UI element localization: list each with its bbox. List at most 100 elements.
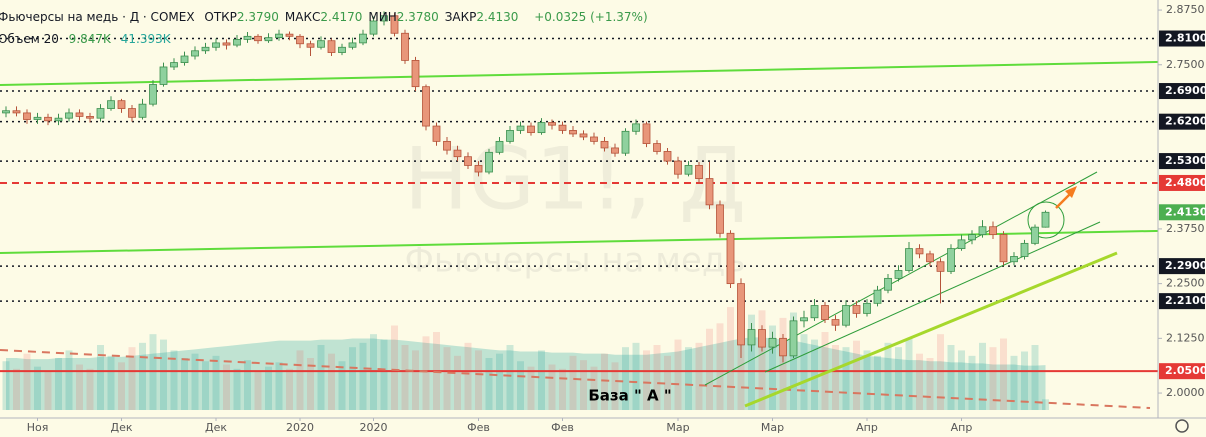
volume-bar [968, 355, 976, 410]
legend-row: Фьючерсы на медь · Д · COMEX ОТКР2.3790 М… [0, 6, 654, 28]
candle-body [905, 248, 913, 271]
volume-bar [685, 347, 692, 410]
candle-body [12, 110, 21, 114]
candle-body [915, 248, 924, 255]
legend-row: Объем 20 9.847K 41.393K [0, 28, 654, 50]
volume-bar [65, 350, 73, 410]
candle-body [338, 46, 346, 53]
levels-layer [0, 37, 1158, 373]
candle-body [716, 204, 724, 234]
level-label-bg [1159, 258, 1205, 275]
candle-body [54, 117, 63, 122]
volume-bar [905, 338, 913, 410]
x-tick-label: 2020 [360, 421, 388, 434]
level-label-bg [1159, 293, 1205, 310]
volume-bar [538, 350, 545, 410]
volume-bar [275, 362, 283, 410]
candle-body [117, 100, 126, 109]
candle-body [747, 329, 756, 346]
candle-body [201, 46, 210, 52]
symbol: Фьючерсы на медь · Д · COMEX [0, 10, 195, 24]
volume-bar [233, 368, 241, 410]
candle-body [537, 122, 546, 134]
volume-bar [34, 366, 41, 410]
candle-body [821, 305, 829, 320]
level-label: 2.2900 [1165, 259, 1206, 272]
candle-body [957, 239, 966, 250]
volume-bar [727, 307, 734, 410]
volume-bar [118, 362, 125, 410]
candle-body [1041, 211, 1050, 228]
x-tick-label: Фев [467, 421, 490, 434]
candle-body [516, 125, 525, 131]
candle-body [44, 116, 52, 122]
candle-body [380, 15, 388, 22]
trend-line [0, 60, 1206, 86]
volume-bar [139, 342, 146, 410]
candle-body [831, 319, 840, 326]
ohlc-value: 2.3790 [236, 10, 279, 24]
candle-body [842, 305, 850, 326]
channel-line [764, 221, 1101, 373]
volume-bar [506, 345, 514, 410]
settings-icon[interactable] [1175, 419, 1189, 433]
candle-body [947, 248, 955, 272]
candle-body [180, 55, 189, 63]
level-label: 2.0500 [1165, 364, 1206, 377]
candle-body [852, 305, 861, 314]
volume-bar [832, 345, 839, 410]
candle-body [611, 147, 619, 154]
candle-body [558, 124, 567, 131]
candle-body [674, 160, 682, 175]
ohlc-value: 2.4170 [320, 10, 363, 24]
volume-bar [391, 325, 398, 410]
candle-body [149, 84, 157, 105]
volume-bar [13, 368, 20, 410]
candle-body [138, 103, 147, 118]
candle-body [86, 116, 94, 119]
volume-bar [643, 350, 650, 410]
volume-title: Объем 20 [0, 32, 59, 46]
volume-bar [328, 353, 335, 410]
level-label-bg [1159, 83, 1205, 100]
volume-bar [128, 347, 136, 410]
volume-bar [517, 361, 524, 410]
candle-body [894, 270, 903, 279]
volume-bar [191, 353, 199, 410]
candle-body [96, 108, 105, 119]
level-label: 2.8100 [1165, 32, 1206, 45]
candle-body [443, 140, 451, 151]
x-tick-label: Апр [856, 421, 878, 434]
x-tick-label: 2020 [286, 421, 314, 434]
trend-line [0, 229, 1206, 254]
volume-bar [338, 361, 346, 410]
candle-body [1020, 242, 1029, 257]
candle-body [33, 116, 42, 120]
y-tick-label: 2.0000 [1166, 386, 1205, 399]
volume-bar [86, 368, 94, 410]
volume-bar [349, 347, 356, 410]
candles-layer [2, 11, 1050, 363]
volume-bar [569, 355, 577, 410]
volume-bar [1042, 399, 1049, 410]
volume-bar [254, 372, 262, 410]
volume-bar [286, 368, 293, 410]
candle-body [348, 42, 357, 48]
volume-bar [23, 353, 31, 410]
candle-body [212, 42, 220, 48]
candle-body [621, 130, 630, 154]
level-label: 2.6900 [1165, 84, 1206, 97]
level-label-bg [1159, 30, 1205, 47]
support-line [744, 251, 1118, 408]
volume-bar [874, 355, 881, 410]
watermark-symbol: HG1!, Д [404, 129, 746, 229]
candle-body [968, 234, 976, 241]
y-tick-label: 2.1250 [1166, 331, 1205, 344]
volume-bar [695, 342, 703, 410]
candle-body [884, 277, 892, 291]
level-label-bg [1159, 363, 1205, 380]
candle-body [1031, 226, 1039, 244]
volume-bar [107, 355, 115, 410]
arrow-head [1065, 186, 1077, 198]
